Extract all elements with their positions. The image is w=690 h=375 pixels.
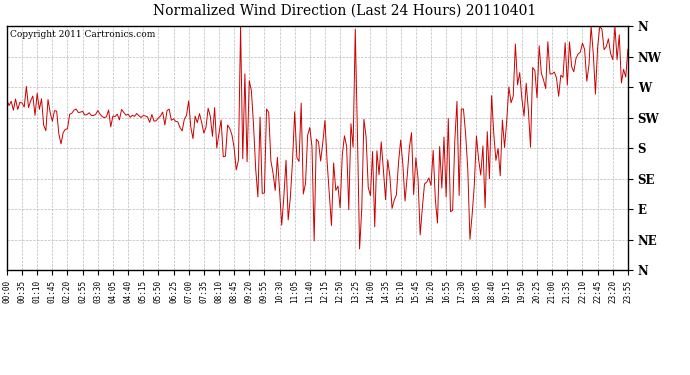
Text: Copyright 2011 Cartronics.com: Copyright 2011 Cartronics.com	[10, 30, 155, 39]
Text: Normalized Wind Direction (Last 24 Hours) 20110401: Normalized Wind Direction (Last 24 Hours…	[153, 4, 537, 18]
